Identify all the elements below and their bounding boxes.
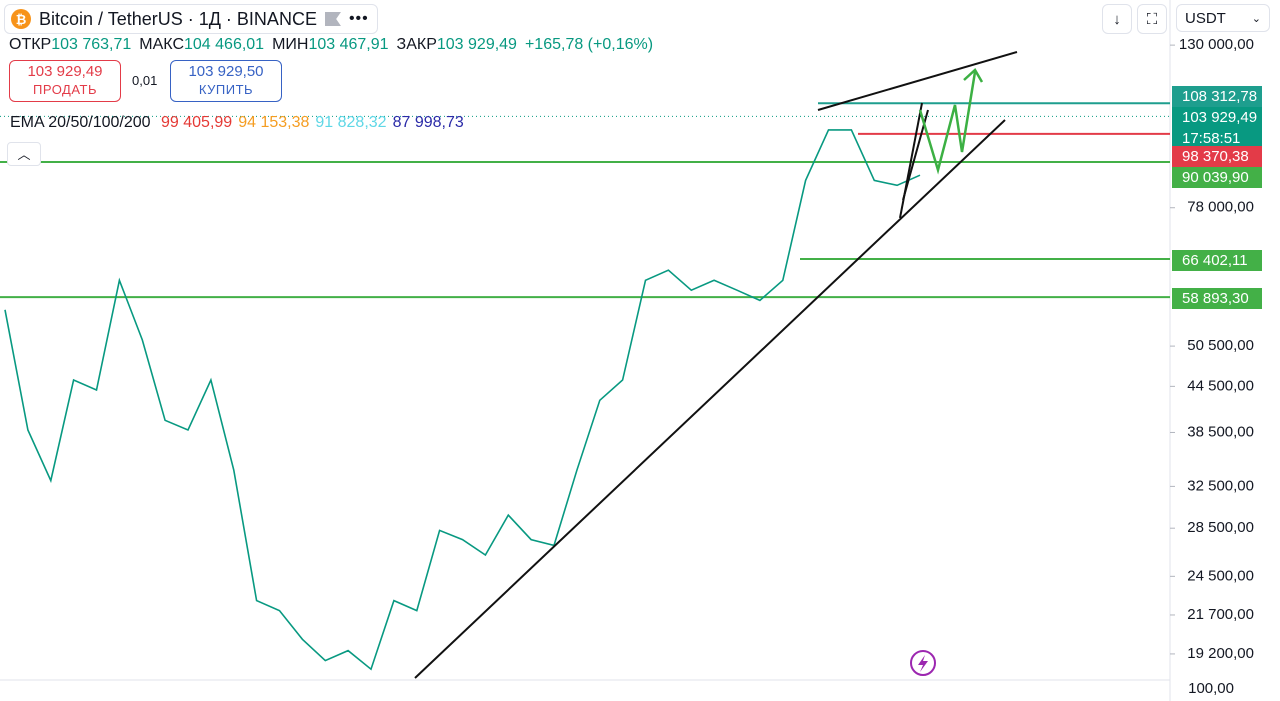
price-label: 90 039,90 (1172, 167, 1262, 188)
arrow-head (963, 68, 984, 83)
sell-label: ПРОДАТЬ (33, 82, 97, 97)
price-label: 66 402,11 (1172, 250, 1262, 271)
buy-price: 103 929,50 (188, 63, 264, 80)
spread: 0,01 (132, 73, 158, 88)
price-label: 98 370,38 (1172, 146, 1262, 167)
ohlc-change: +165,78 (+0,16%) (524, 36, 654, 53)
buy-button[interactable]: 103 929,50 КУПИТЬ (170, 60, 282, 102)
y-tick-label: 21 700,00 (1187, 606, 1254, 623)
ohlc-key: ОТКР (9, 36, 52, 53)
price-label: 108 312,78 (1172, 86, 1262, 107)
symbol-title: Bitcoin / TetherUS · 1Д · BINANCE (39, 8, 317, 29)
flag-icon[interactable] (324, 12, 341, 26)
price-label-text: 108 312,78 (1182, 88, 1258, 105)
y-tick-label: 38 500,00 (1187, 423, 1254, 440)
chevron: ⌄ (1251, 12, 1261, 25)
y-tick-label: 50 500,00 (1187, 337, 1254, 354)
ohlc-value: 103 467,91 (308, 36, 389, 53)
ohlc-key: МАКС (139, 36, 184, 53)
trend-line (414, 119, 1006, 679)
y-tick-label: 130 000,00 (1179, 36, 1254, 53)
price-label-text: 58 893,30 (1182, 290, 1249, 307)
y-tick-label: 32 500,00 (1187, 477, 1254, 494)
indicator-name: EMA 20/50/100/200 (10, 114, 151, 131)
price-label-text: 103 929,49 (1182, 109, 1258, 126)
price-label: 103 929,49 17:58:51 (1172, 107, 1262, 149)
sell-price: 103 929,49 (27, 63, 103, 80)
symbol-header[interactable]: ₿ Bitcoin / TetherUS · 1Д · BINANCE ••• (4, 4, 378, 34)
y-tick-label: 44 500,00 (1187, 377, 1254, 394)
sell-button[interactable]: 103 929,49 ПРОДАТЬ (9, 60, 121, 102)
ohlc-row: ОТКР103 763,71 МАКС104 466,01 МИН103 467,9… (9, 36, 661, 54)
trend-line (817, 51, 1018, 111)
ohlc-key: МИН (272, 36, 309, 53)
alert-bolt (918, 655, 928, 672)
price-label: 58 893,30 (1172, 288, 1262, 309)
countdown: 17:58:51 (1182, 130, 1241, 147)
currency: USDT (1185, 9, 1226, 27)
y-tick-label: 78 000,00 (1187, 199, 1254, 216)
ohlc-value: 103 763,71 (51, 36, 132, 53)
y-tick-label: 19 200,00 (1187, 645, 1254, 662)
projection-arrow (918, 71, 977, 175)
collapse-button[interactable]: ︿ (7, 142, 41, 166)
y-tick-label: 28 500,00 (1187, 519, 1254, 536)
y-tick-label: 24 500,00 (1187, 567, 1254, 584)
volume-axis-label: 100,00 (1188, 680, 1234, 697)
ohlc-value: 104 466,01 (184, 36, 265, 53)
price-label-text: 98 370,38 (1182, 148, 1249, 165)
price-line (4, 129, 921, 671)
fullscreen-button[interactable]: ⛶ (1137, 4, 1167, 34)
price-axis: 130 000,00 78 000,00 50 500,00 44 500,00 38 … (1170, 36, 1254, 662)
download-button[interactable]: ↓ (1102, 4, 1132, 34)
levels (0, 102, 1170, 299)
drawings (414, 51, 1018, 679)
indicator-value: 87 998,73 (392, 114, 464, 131)
price-label-text: 66 402,11 (1182, 252, 1248, 269)
series (4, 129, 921, 671)
coin-icon: ₿ (11, 9, 31, 29)
currency-select[interactable]: USDT ⌄ (1176, 4, 1270, 32)
indicator-value: 91 828,32 (315, 114, 387, 131)
more-icon[interactable]: ••• (348, 10, 369, 27)
price-label-text: 90 039,90 (1182, 169, 1249, 186)
indicator-value: 94 153,38 (238, 114, 310, 131)
indicator-value: 99 405,99 (161, 114, 233, 131)
indicator-row: EMA 20/50/100/200 99 405,99 94 153,38 91 8… (10, 114, 470, 132)
buy-label: КУПИТЬ (198, 82, 254, 97)
ohlc-key: ЗАКР (396, 36, 437, 53)
ohlc-value: 103 929,49 (436, 36, 517, 53)
